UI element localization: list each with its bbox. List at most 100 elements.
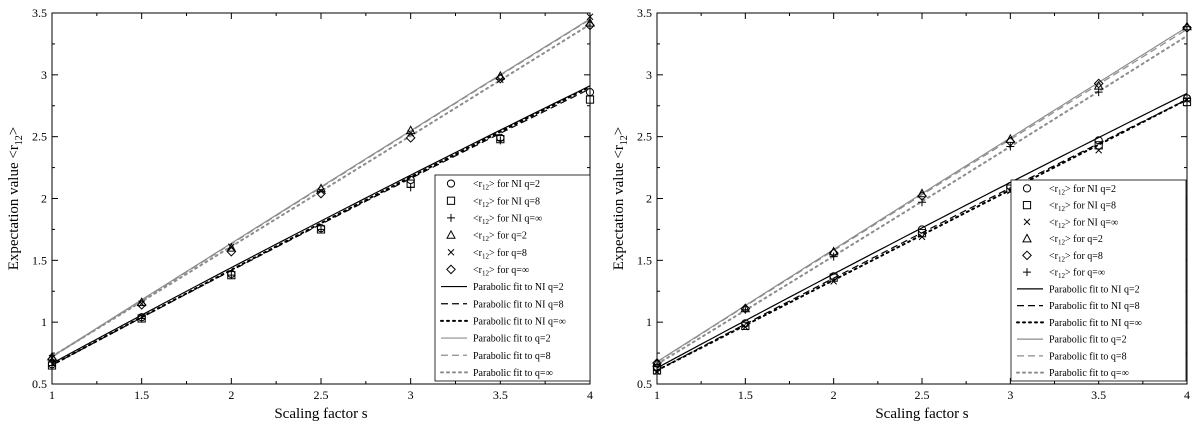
data-point-s5-5 xyxy=(407,129,415,137)
x-tick-label: 4 xyxy=(587,388,593,402)
axis-ticks: 1 1.5 2 2.5 3 3.5 40.511.522.533.5 xyxy=(637,6,1190,402)
y-axis-label: Expectation value <r12> xyxy=(611,127,630,271)
x-tick-label: 3 xyxy=(408,388,414,402)
x-tick-label: 1 xyxy=(654,388,660,402)
chart-panel-left: 1 1.5 2 2.5 3 3.5 4 0.5 1 1.5 2 2.5 3 3.5 Scaling fact… xyxy=(6,6,595,422)
legend-fit-label-3: Parabolic fit to NI q=∞ xyxy=(1049,318,1142,329)
y-axis-label-end: > xyxy=(6,127,22,135)
legend: <r12> for NI q=2 <r12> for NI q=8 <r12> fo… xyxy=(1010,179,1187,382)
legend-fit-label-5: Parabolic fit to q=8 xyxy=(473,351,551,362)
data-point-s6-4 xyxy=(316,188,326,199)
data-point-s6-5 xyxy=(405,132,416,143)
legend-marker-2 xyxy=(1022,201,1032,210)
data-point-s3-3 xyxy=(830,278,838,285)
legend-fit-label-4: Parabolic fit to q=2 xyxy=(473,334,551,345)
y-tick-label: 3.5 xyxy=(32,6,47,20)
data-point-s3-2 xyxy=(741,323,749,331)
y-axis-label-end: > xyxy=(611,127,627,135)
y-tick-label: 0.5 xyxy=(637,377,652,391)
legend-box xyxy=(1010,179,1187,382)
chart-panel-right: 1 1.5 2 2.5 3 3.5 4 0.5 1 1.5 2 2.5 3 3.5 Scaling fact… xyxy=(599,0,1198,428)
data-points xyxy=(652,21,1192,375)
data-point-s6-3 xyxy=(226,246,237,257)
x-tick-label: 2.5 xyxy=(314,388,329,402)
y-tick-label: 1 xyxy=(41,315,47,329)
data-point-s3-2 xyxy=(137,314,146,323)
data-point-s5-3 xyxy=(227,243,235,251)
y-axis-label: Expectation value <r12> xyxy=(6,127,25,271)
data-point-s3-4 xyxy=(317,225,325,234)
legend-marker-1 xyxy=(1022,184,1032,193)
x-tick-label: 2 xyxy=(831,388,837,402)
legend-fit-label-4: Parabolic fit to q=2 xyxy=(1049,335,1127,346)
legend-marker-2 xyxy=(446,196,456,205)
data-point-s4-3 xyxy=(226,242,237,252)
y-tick-label: 1.5 xyxy=(637,253,652,267)
legend-label-4: <r12> for q=2 xyxy=(1049,234,1103,247)
data-point-s2-2 xyxy=(741,321,750,330)
legend-fit-label-3: Parabolic fit to NI q=∞ xyxy=(473,316,566,327)
y-axis-label-main: Expectation value <r xyxy=(611,145,627,270)
data-point-s5-6 xyxy=(1093,78,1104,89)
x-tick-label: 3.5 xyxy=(1091,388,1106,402)
legend-fit-label-6: Parabolic fit to q=∞ xyxy=(473,368,553,379)
legend-label-2: <r12> for NI q=8 xyxy=(1049,201,1116,214)
y-tick-label: 2.5 xyxy=(637,130,652,144)
y-tick-label: 2 xyxy=(646,192,652,206)
legend-marker-6 xyxy=(446,264,456,275)
legend-label-5: <r12> for q=8 xyxy=(1049,251,1103,264)
y-tick-label: 1.5 xyxy=(32,253,47,267)
y-tick-label: 3 xyxy=(41,68,47,82)
legend-marker-3 xyxy=(447,213,455,222)
y-tick-label: 0.5 xyxy=(32,377,47,391)
legend-label-2: <r12> for NI q=8 xyxy=(473,196,540,209)
x-axis-label: Scaling factor s xyxy=(875,406,968,422)
data-point-s6-5 xyxy=(1006,142,1015,151)
legend-marker-1 xyxy=(446,179,456,188)
data-point-s6-2 xyxy=(136,299,147,310)
legend-fit-label-6: Parabolic fit to q=∞ xyxy=(1049,368,1129,379)
data-point-s2-6 xyxy=(1094,141,1103,150)
data-point-s6-6 xyxy=(495,73,506,84)
axis-ticks: 1 1.5 2 2.5 3 3.5 40.511.522.533.5 xyxy=(32,6,593,402)
data-point-s4-4 xyxy=(917,188,927,198)
legend-label-3: <r12> for NI q=∞ xyxy=(473,213,542,226)
legend: <r12> for NI q=2 <r12> for NI q=8 <r12> fo… xyxy=(434,174,591,382)
y-tick-label: 3.5 xyxy=(637,6,652,20)
legend-marker-5 xyxy=(447,248,455,256)
legend-marker-3 xyxy=(1023,218,1031,226)
y-tick-label: 1 xyxy=(646,315,652,329)
x-tick-label: 3 xyxy=(1007,388,1013,402)
fit-line-5 xyxy=(51,19,591,358)
data-point-s6-3 xyxy=(829,252,838,261)
data-point-s3-3 xyxy=(227,271,236,280)
data-point-s3-5 xyxy=(406,183,415,192)
x-tick-label: 3.5 xyxy=(493,388,508,402)
legend-fit-label-2: Parabolic fit to NI q=8 xyxy=(473,299,564,310)
legend-label-5: <r12> for q=8 xyxy=(473,248,527,261)
y-axis-label-sub: 12 xyxy=(14,135,25,145)
y-axis-label-main: Expectation value <r xyxy=(6,145,22,270)
x-tick-label: 4 xyxy=(1184,388,1190,402)
data-point-s1-6 xyxy=(1094,136,1103,145)
data-point-s3-4 xyxy=(918,233,926,241)
legend-marker-5 xyxy=(1022,250,1032,261)
data-point-s3-6 xyxy=(496,136,505,145)
x-tick-label: 2 xyxy=(228,388,234,402)
fit-line-1 xyxy=(656,92,1188,369)
legend-marker-4 xyxy=(1022,233,1032,243)
x-axis-label: Scaling factor s xyxy=(274,406,367,422)
legend-label-6: <r12> for q=∞ xyxy=(473,265,529,278)
data-point-s5-2 xyxy=(138,300,146,307)
y-axis-label-sub: 12 xyxy=(619,135,630,145)
legend-box xyxy=(434,174,591,382)
data-point-s5-6 xyxy=(496,76,504,84)
y-tick-label: 2.5 xyxy=(32,130,47,144)
y-tick-label: 2 xyxy=(41,192,47,206)
y-tick-label: 3 xyxy=(646,68,652,82)
legend-label-6: <r12> for q=∞ xyxy=(1049,268,1105,281)
legend-label-1: <r12> for NI q=2 xyxy=(1049,184,1116,197)
legend-fit-label-1: Parabolic fit to NI q=2 xyxy=(1049,284,1140,295)
